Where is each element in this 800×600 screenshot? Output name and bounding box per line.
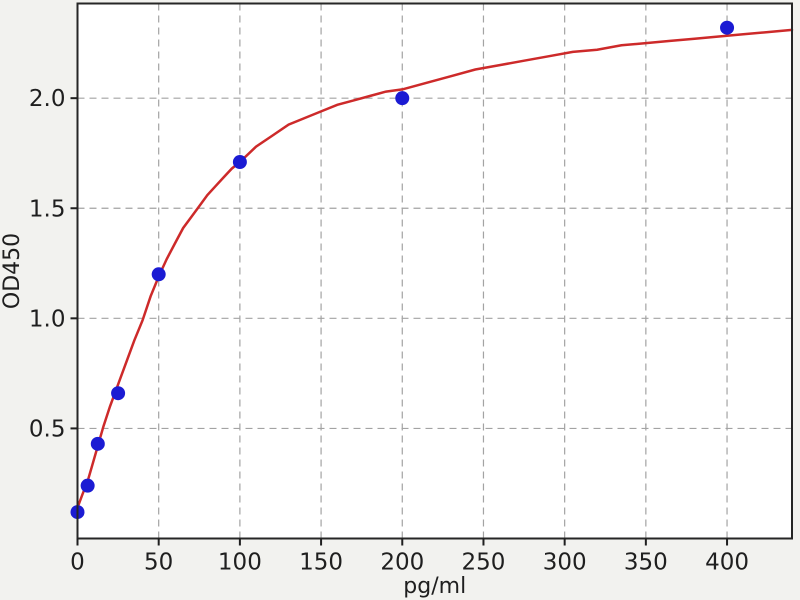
x-tick-label: 50: [144, 550, 173, 576]
data-point-marker: [90, 436, 105, 451]
y-tick-label: 0.5: [29, 416, 66, 442]
y-tick-label: 1.5: [29, 196, 66, 222]
x-tick-label: 300: [543, 550, 587, 576]
x-tick-label: 150: [299, 550, 343, 576]
data-point-marker: [395, 91, 410, 106]
data-point-marker: [720, 20, 735, 35]
fitted-curve-line: [76, 28, 794, 509]
x-tick-label: 200: [380, 550, 424, 576]
x-axis-label: pg/ml: [403, 574, 466, 599]
x-tick-label: 400: [705, 550, 749, 576]
plot-area: [77, 3, 792, 539]
data-points: [70, 20, 735, 520]
data-point-marker: [151, 267, 166, 282]
plot-border: [76, 2, 793, 540]
y-axis: 0.5 1.0 1.5 2.0: [29, 86, 78, 442]
x-tick-label: 0: [70, 550, 85, 576]
y-tick-label: 1.0: [29, 306, 66, 332]
data-point-marker: [232, 155, 247, 170]
x-axis: 0 50 100 150 200 250 300 350 400: [70, 538, 749, 576]
x-tick-label: 100: [218, 550, 262, 576]
x-tick-label: 350: [624, 550, 668, 576]
x-tick-label: 250: [462, 550, 506, 576]
fit-curve: [76, 28, 794, 509]
data-point-marker: [80, 478, 95, 493]
y-tick-label: 2.0: [29, 86, 66, 112]
y-axis-label: OD450: [0, 233, 25, 309]
data-point-marker: [111, 386, 126, 401]
